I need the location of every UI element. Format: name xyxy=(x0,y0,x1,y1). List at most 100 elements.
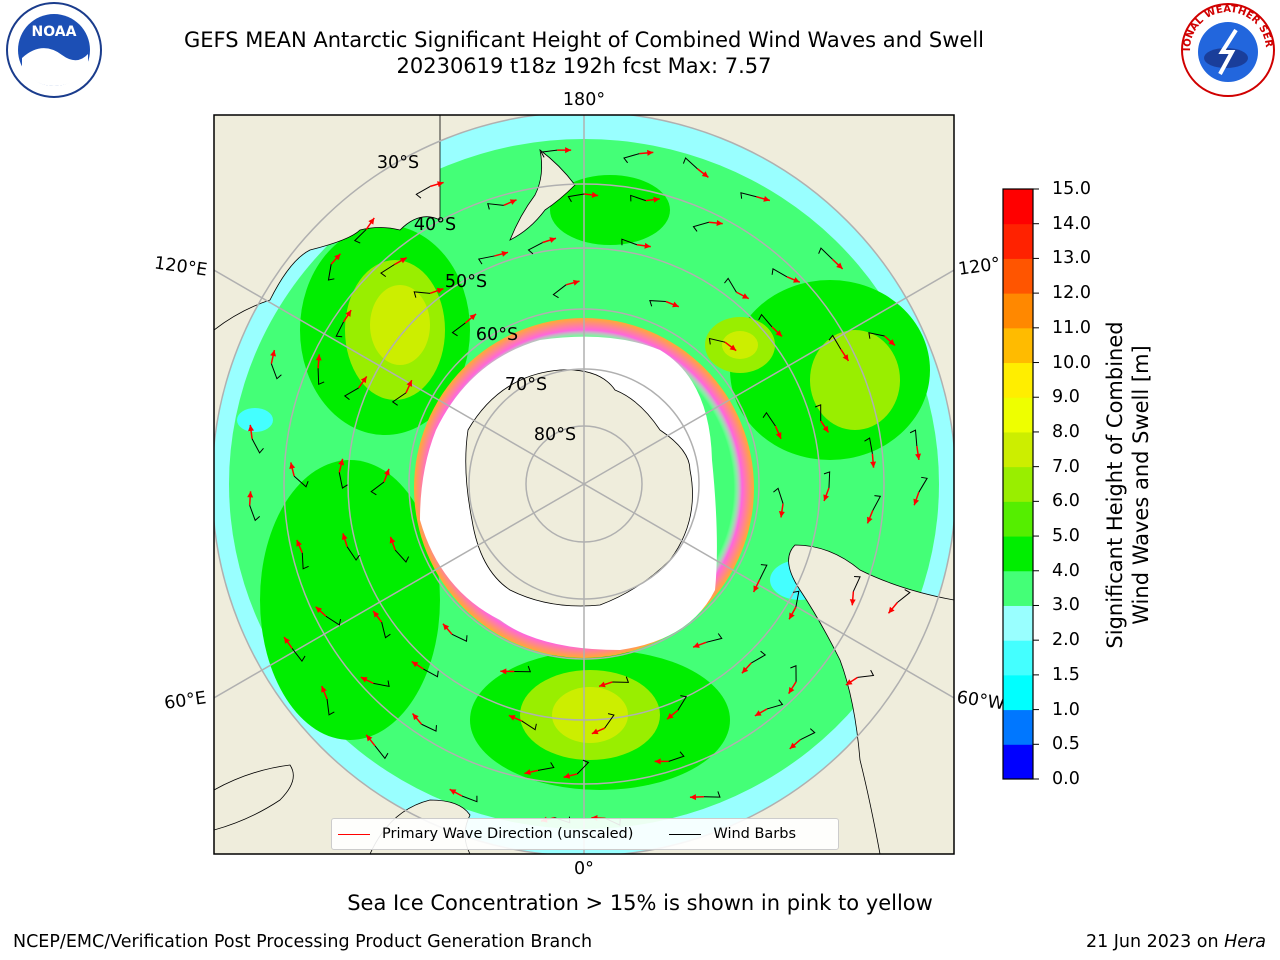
wind-barb xyxy=(773,487,784,504)
colorbar-segment xyxy=(1003,223,1033,259)
wave-arrow-head xyxy=(508,715,516,721)
wave-arrow-head xyxy=(753,585,759,593)
wind-barb xyxy=(370,481,385,496)
wave-arrow-head xyxy=(763,196,770,202)
wave-arrow-head xyxy=(321,685,327,693)
colorbar-label-line1: Significant Height of Combined xyxy=(1103,321,1127,649)
wind-barb xyxy=(604,713,615,729)
wave-arrow-head xyxy=(406,380,413,387)
wind-barb xyxy=(373,680,390,688)
wave-arrow-head xyxy=(788,686,795,694)
wave-arrow-head xyxy=(888,339,895,346)
colorbar-segment xyxy=(1003,431,1033,468)
colorbar-segment xyxy=(1003,397,1033,433)
colorbar-tick-label: 7.0 xyxy=(1052,456,1080,477)
wind-barb xyxy=(800,728,816,741)
lon-label-60w: 60°W xyxy=(955,688,1006,715)
wave-arrow-head xyxy=(449,789,457,795)
wave-arrow-head xyxy=(836,262,843,269)
wind-barb xyxy=(758,313,773,328)
wind-barb xyxy=(338,472,348,489)
wind-barb xyxy=(293,475,309,488)
wind-barb xyxy=(771,268,788,278)
colorbar-segment xyxy=(1003,709,1033,745)
wave-arrow-head xyxy=(789,612,795,620)
wave-arrow-head xyxy=(823,494,829,502)
legend-barb-line xyxy=(669,833,702,835)
wave-arrow-head xyxy=(775,330,783,337)
wind-barb xyxy=(527,242,543,255)
colorbar-tick-label: 2.0 xyxy=(1052,630,1080,651)
wave-arrow-head xyxy=(913,498,920,506)
wave-arrow-head xyxy=(366,734,373,742)
colorbar-tick-label: 4.0 xyxy=(1052,560,1080,581)
lon-label-120e: 120°E xyxy=(153,253,208,280)
wind-barb xyxy=(552,284,567,299)
colorbar-tick-label: 3.0 xyxy=(1052,595,1080,616)
colorbar-tick-label: 11.0 xyxy=(1052,317,1091,338)
wind-barb xyxy=(326,698,335,716)
wind-barb xyxy=(421,723,437,732)
lon-label-180: 180° xyxy=(563,90,605,110)
sea-ice-note: Sea Ice Concentration > 15% is shown in … xyxy=(347,891,933,915)
wave-arrow-head xyxy=(334,253,341,261)
lat-label-70s: 70°S xyxy=(505,375,547,395)
wind-barb xyxy=(864,437,873,454)
wave-arrow-head xyxy=(501,250,508,257)
wind-barb xyxy=(857,669,875,678)
wind-barb xyxy=(451,322,466,337)
wave-direction-arrows xyxy=(247,147,921,823)
wind-barb xyxy=(751,650,767,664)
wind-barb xyxy=(327,264,335,281)
wind-barbs xyxy=(249,149,928,826)
wave-arrow-head xyxy=(647,149,654,156)
footer-date: 21 Jun 2023 on Hera xyxy=(1086,932,1266,952)
wave-arrow-head xyxy=(289,462,296,470)
legend-barb-label: Wind Barbs xyxy=(713,826,797,842)
wind-barb xyxy=(766,699,784,710)
colorbar-tick-label: 15.0 xyxy=(1052,179,1091,199)
wave-arrow-head xyxy=(716,220,723,227)
wind-barb xyxy=(706,633,723,643)
colorbar-segment xyxy=(1003,605,1033,641)
wind-barb xyxy=(325,615,342,626)
wind-barb xyxy=(909,429,918,447)
wind-barb xyxy=(790,665,797,682)
wave-arrow-head xyxy=(389,536,396,544)
legend-item-wave: Primary Wave Direction (unscaled) xyxy=(332,826,633,842)
colorbar-tick-label: 0.0 xyxy=(1052,769,1080,789)
lat-label-30s: 30°S xyxy=(377,153,419,173)
lat-label-40s: 40°S xyxy=(414,215,456,235)
wind-barb xyxy=(668,751,685,762)
wind-barb xyxy=(346,546,360,561)
colorbar-tick-label: 1.0 xyxy=(1052,699,1080,720)
wind-barb xyxy=(897,589,911,603)
wind-barb xyxy=(823,471,831,488)
wave-arrow-head xyxy=(437,181,444,188)
wind-barb xyxy=(792,590,800,608)
colorbar-label-line2: Wind Waves and Swell [m] xyxy=(1129,345,1153,625)
wind-barb xyxy=(918,476,928,493)
colorbar-tick-label: 9.0 xyxy=(1052,387,1080,408)
wind-barb xyxy=(413,291,431,298)
wind-barb xyxy=(301,552,309,570)
colorbar-segment xyxy=(1003,744,1033,780)
wind-barb xyxy=(537,762,555,771)
wind-barb xyxy=(477,255,495,265)
footer-date-text: 21 Jun 2023 on xyxy=(1085,932,1225,952)
colorbar-tick-label: 10.0 xyxy=(1052,352,1091,373)
svg-text:NOAA: NOAA xyxy=(32,24,77,40)
wave-arrow-head xyxy=(842,354,849,361)
wind-barb xyxy=(567,193,585,203)
wave-arrow-head xyxy=(866,516,873,524)
wind-barb xyxy=(649,300,666,307)
wind-barb xyxy=(391,392,407,406)
wave-arrow-head xyxy=(599,681,606,688)
wave-arrow-head xyxy=(248,424,255,432)
graticule xyxy=(214,115,954,854)
wind-barb xyxy=(451,633,468,643)
colorbar-segment xyxy=(1003,189,1033,225)
wave-arrow-head xyxy=(368,217,375,225)
new-zealand-land xyxy=(509,149,576,241)
colorbar-tick-label: 14.0 xyxy=(1052,213,1091,234)
